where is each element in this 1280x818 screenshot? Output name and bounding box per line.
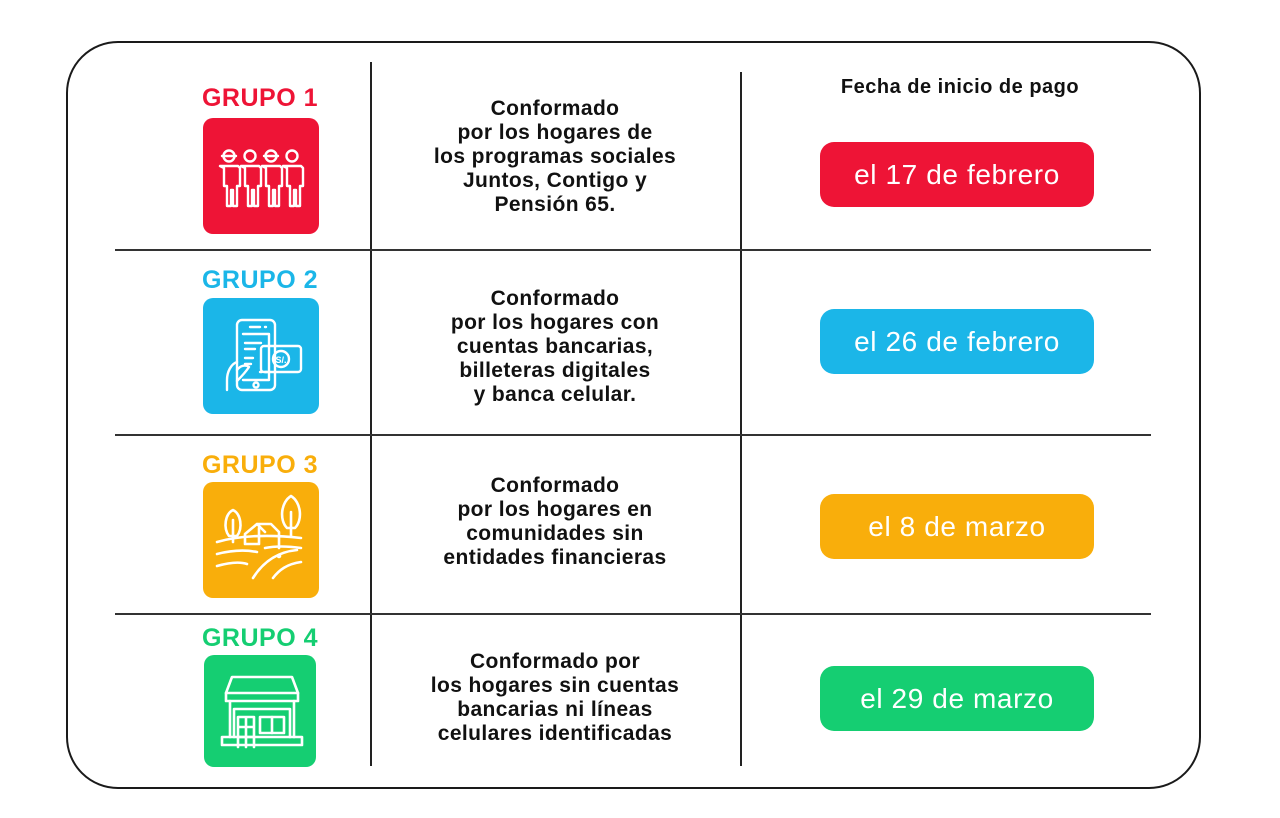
description-line: por los hogares en [457,498,653,521]
group-4-description: Conformado por los hogares sin cuentas b… [380,650,730,746]
description-line: celulares identificadas [437,722,673,745]
row-divider-3 [115,613,1151,615]
table-frame [66,41,1201,789]
store-building-icon [204,655,316,767]
description-line: y banca celular. [473,383,637,406]
description-line: entidades financieras [443,546,667,569]
description-line: los programas sociales [433,145,677,168]
description-line: Pensión 65. [494,193,616,216]
row-divider-2 [115,434,1151,436]
group-2-title: GRUPO 2 [201,266,319,294]
description-line: por los hogares de [457,121,653,144]
description-line: por los hogares con [450,311,660,334]
description-line: Conformado por [469,650,641,673]
description-line: Conformado [490,97,620,120]
group-4-title: GRUPO 4 [201,624,319,652]
description-line: Conformado [490,287,620,310]
people-group-icon [203,118,319,234]
group-4-date-badge: el 29 de marzo [820,666,1094,731]
description-line: Conformado [490,474,620,497]
group-1-description: Conformado por los hogares de los progra… [380,97,730,217]
group-3-description: Conformado por los hogares en comunidade… [380,474,730,570]
group-3-date-badge: el 8 de marzo [820,494,1094,559]
description-line: Juntos, Contigo y [462,169,648,192]
group-3-title: GRUPO 3 [201,451,319,479]
description-line: bancarias ni líneas [457,698,653,721]
description-line: cuentas bancarias, [456,335,654,358]
group-2-date-badge: el 26 de febrero [820,309,1094,374]
description-line: comunidades sin [466,522,644,545]
description-line: los hogares sin cuentas [430,674,680,697]
date-column-header: Fecha de inicio de pago [840,76,1080,98]
column-divider-1 [370,62,372,766]
rural-farm-icon [203,482,319,598]
svg-text:S/.: S/. [275,355,286,365]
mobile-payment-icon: S/. [203,298,319,414]
group-1-title: GRUPO 1 [201,84,319,112]
group-2-description: Conformado por los hogares con cuentas b… [380,287,730,407]
group-1-date-badge: el 17 de febrero [820,142,1094,207]
description-line: billeteras digitales [459,359,651,382]
column-divider-2 [740,72,742,766]
row-divider-1 [115,249,1151,251]
